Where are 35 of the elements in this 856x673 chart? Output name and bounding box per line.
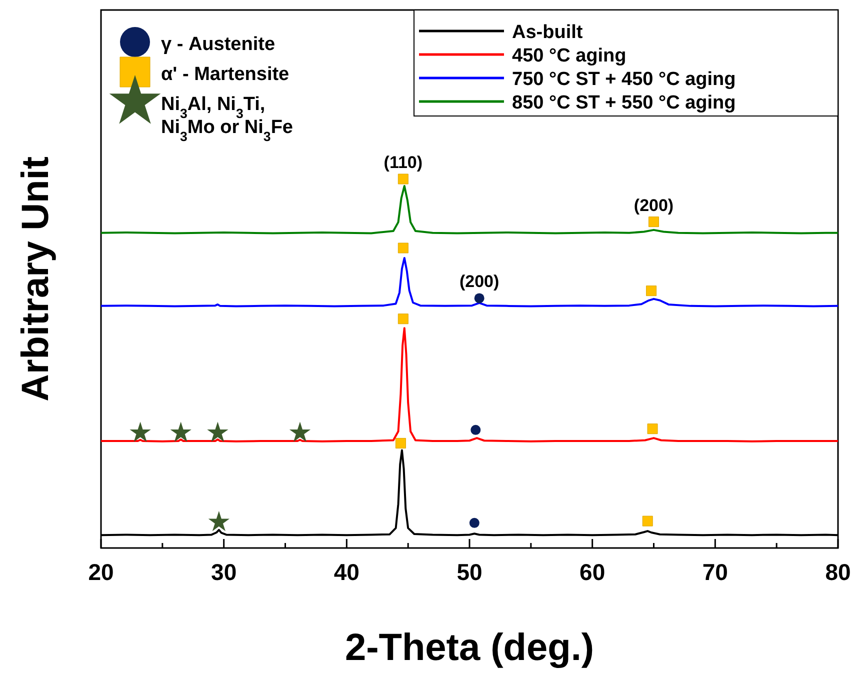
point <box>395 438 406 448</box>
legend-label: α' - Martensite <box>161 64 290 85</box>
point <box>398 174 408 184</box>
x-tick-label: 70 <box>702 559 728 585</box>
x-tick-label: 80 <box>825 559 851 585</box>
point <box>469 518 480 528</box>
x-axis-title: 2-Theta (deg.) <box>344 627 594 669</box>
legend-label: 750 °C ST + 450 °C aging <box>512 69 736 90</box>
annotation: (200) <box>459 272 500 292</box>
point <box>474 293 484 304</box>
x-tick-label: 30 <box>211 559 237 585</box>
point <box>470 424 481 435</box>
x-tick-label: 50 <box>456 559 482 585</box>
point <box>207 422 228 442</box>
point <box>647 424 658 434</box>
annotation: (200) <box>634 196 674 215</box>
x-tick-label: 20 <box>88 559 114 585</box>
legend-label: As-built <box>512 22 584 43</box>
x-tick-label: 40 <box>334 559 360 585</box>
text: Ni$_{3}$Al, Ni$_{3}$Ti, Ni$_{3}$Mo or Ni$_{3}$Fe <box>161 94 293 144</box>
point <box>648 216 659 228</box>
x-tick-label: 60 <box>580 559 606 585</box>
point <box>646 286 657 296</box>
point <box>208 511 230 532</box>
legend-label: γ - Austenite <box>161 34 276 55</box>
point <box>170 422 192 442</box>
point <box>398 242 408 254</box>
point <box>398 314 408 324</box>
annotation: (110) <box>384 153 423 172</box>
legend-label: 850 °C ST + 550 °C aging <box>512 92 736 114</box>
point <box>289 422 311 442</box>
point <box>130 422 151 442</box>
legend-label: 450 °C aging <box>512 46 626 66</box>
point <box>642 516 653 526</box>
y-axis-title: Arbitrary Unit <box>15 156 57 402</box>
